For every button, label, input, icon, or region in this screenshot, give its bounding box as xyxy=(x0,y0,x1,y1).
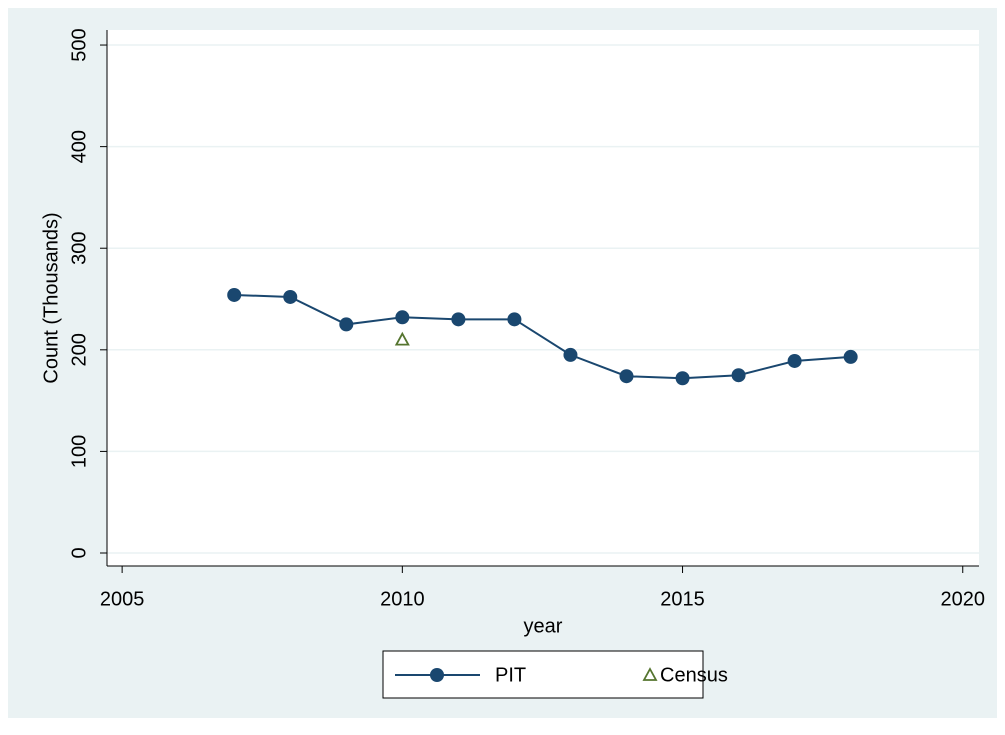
y-tick-label: 400 xyxy=(68,130,90,163)
y-tick-label: 500 xyxy=(68,28,90,61)
y-tick-label: 0 xyxy=(68,547,90,558)
legend-marker xyxy=(430,668,444,682)
y-tick-label: 300 xyxy=(68,232,90,265)
data-point xyxy=(843,349,858,364)
data-point xyxy=(563,347,578,362)
x-tick-label: 2005 xyxy=(100,588,145,610)
legend-label: PIT xyxy=(495,664,526,686)
y-tick-label: 200 xyxy=(68,333,90,366)
x-axis-title: year xyxy=(524,615,563,637)
data-point xyxy=(395,310,410,325)
plot-area xyxy=(107,30,979,566)
data-point xyxy=(339,317,354,332)
data-point xyxy=(227,287,242,302)
data-point xyxy=(619,369,634,384)
legend-label: Census xyxy=(660,664,728,686)
data-point xyxy=(675,371,690,386)
data-point xyxy=(787,353,802,368)
y-tick-label: 100 xyxy=(68,435,90,468)
data-point xyxy=(451,312,466,327)
data-point xyxy=(731,368,746,383)
x-tick-label: 2020 xyxy=(940,588,985,610)
data-point xyxy=(394,331,410,346)
data-point xyxy=(507,312,522,327)
x-tick-label: 2010 xyxy=(380,588,425,610)
series-line xyxy=(234,293,851,380)
x-tick-label: 2015 xyxy=(660,588,705,610)
data-point xyxy=(283,289,298,304)
legend-marker xyxy=(642,667,658,681)
y-axis-title: Count (Thousands) xyxy=(40,212,62,383)
